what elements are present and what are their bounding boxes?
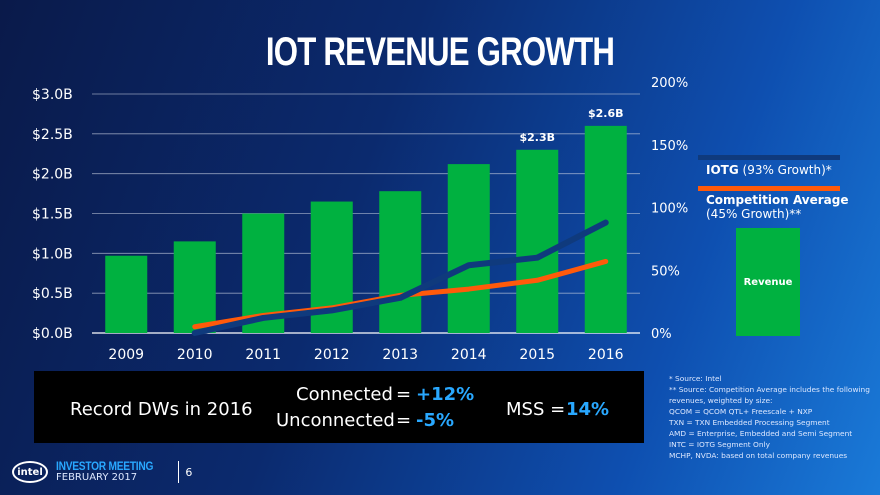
x-tick-label: 2013 xyxy=(382,347,418,363)
source-notes: * Source: Intel ** Source: Competition A… xyxy=(669,374,874,462)
y2-tick-label: 100% xyxy=(651,202,688,217)
bar-value-label: $2.3B xyxy=(519,131,555,144)
connected-label: Connected xyxy=(296,384,393,405)
x-tick-label: 2012 xyxy=(314,347,350,363)
unconnected-value: -5% xyxy=(416,410,455,431)
revenue-bar xyxy=(379,191,422,333)
legend-revenue: Revenue xyxy=(736,228,800,336)
event-date: FEBRUARY 2017 xyxy=(56,472,138,483)
bar-value-label: $2.6B xyxy=(588,107,624,120)
y2-tick-label: 150% xyxy=(651,139,688,154)
x-tick-label: 2016 xyxy=(588,347,624,363)
event-name: INVESTOR MEETING xyxy=(56,459,154,473)
note-line: TXN = TXN Embedded Processing Segment xyxy=(669,417,830,427)
x-tick-label: 2009 xyxy=(108,347,144,363)
x-tick-label: 2015 xyxy=(519,347,555,363)
intel-logo: intel xyxy=(12,461,48,483)
mss-value: 14% xyxy=(566,399,610,420)
note-line: MCHP, NVDA: based on total company reven… xyxy=(669,451,848,461)
connected-value: +12% xyxy=(416,384,475,405)
legend-iotg: IOTG (93% Growth)* xyxy=(706,163,832,177)
revenue-bar xyxy=(447,164,490,333)
footer-separator xyxy=(178,461,180,483)
y-tick-label: $3.0B xyxy=(32,87,73,103)
iotg-growth-line xyxy=(191,219,609,336)
y-tick-label: $2.0B xyxy=(32,167,73,183)
x-tick-label: 2014 xyxy=(451,347,487,363)
legend-iotg-bold: IOTG xyxy=(706,163,739,177)
x-tick-label: 2011 xyxy=(245,347,281,363)
legend-iotg-line xyxy=(698,155,840,160)
legend-comp-bold: Competition Average xyxy=(706,193,849,207)
unconnected-eq: = xyxy=(396,410,412,431)
y2-tick-label: 200% xyxy=(651,76,688,91)
connected-eq: = xyxy=(396,384,412,405)
revenue-bar xyxy=(516,149,559,333)
y2-tick-label: 50% xyxy=(651,264,680,279)
legend-comp: Competition Average (45% Growth)** xyxy=(706,193,849,221)
legend-revenue-label: Revenue xyxy=(743,276,793,288)
note-line: ** Source: Competition Average includes … xyxy=(669,385,870,405)
note-line: AMD = Enterprise, Embedded and Semi Segm… xyxy=(669,428,853,438)
legend-comp-rest: (45% Growth)** xyxy=(706,207,802,221)
y-tick-label: $1.5B xyxy=(32,207,73,223)
revenue-bar xyxy=(173,241,216,333)
x-tick-label: 2010 xyxy=(177,347,213,363)
legend-comp-line xyxy=(698,186,840,191)
y2-tick-label: 0% xyxy=(651,327,672,342)
note-line: QCOM = QCOM QTL+ Freescale + NXP xyxy=(669,406,813,416)
note-line: * Source: Intel xyxy=(669,374,722,383)
unconnected-label: Unconnected xyxy=(276,410,395,431)
y-tick-label: $0.0B xyxy=(32,326,73,342)
y-tick-label: $0.5B xyxy=(32,286,73,302)
y-tick-label: $2.5B xyxy=(32,127,73,143)
record-dws: Record DWs in 2016 xyxy=(70,399,253,420)
summary-box: Record DWs in 2016 Connected = +12% Unco… xyxy=(34,371,644,443)
revenue-bar xyxy=(105,255,148,333)
note-line: INTC = IOTG Segment Only xyxy=(669,440,770,450)
y-tick-label: $1.0B xyxy=(32,246,73,262)
legend-iotg-rest: (93% Growth)* xyxy=(738,163,832,177)
page-number: 6 xyxy=(185,465,193,479)
footer: intel INVESTOR MEETING FEBRUARY 2017 6 xyxy=(12,456,192,488)
mss-label: MSS = xyxy=(506,399,566,420)
page-title: IOT REVENUE GROWTH xyxy=(265,30,615,74)
